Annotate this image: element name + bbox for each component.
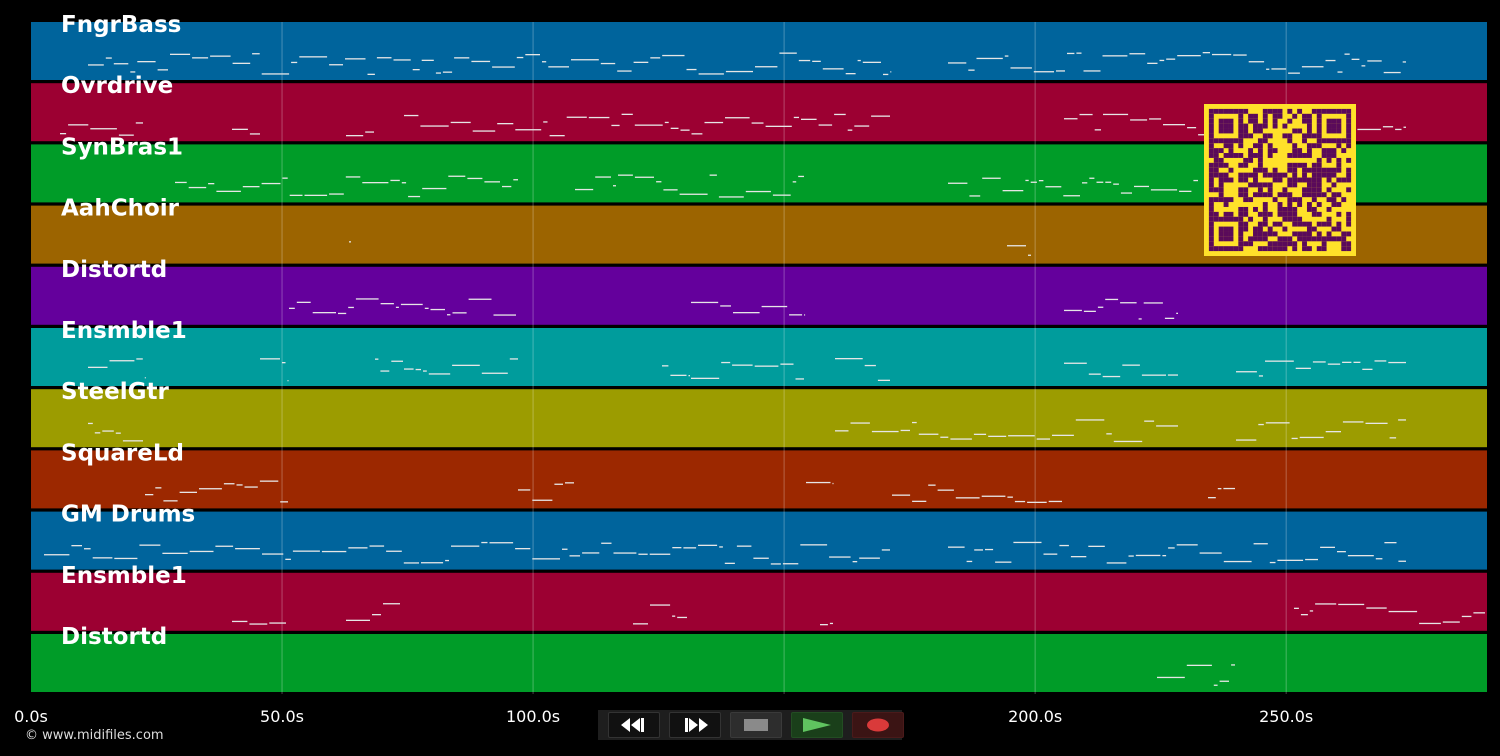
axis-tick-label: 100.0s	[506, 707, 560, 726]
track-row: Ensmble1	[31, 318, 1487, 386]
track-label: FngrBass	[61, 12, 181, 38]
track-label: AahChoir	[61, 196, 180, 222]
fast-forward-icon	[685, 718, 708, 732]
play-icon	[803, 718, 831, 732]
transport-bar	[598, 710, 904, 740]
track-band	[31, 634, 1487, 692]
copyright-text: © www.midifiles.com	[25, 728, 164, 743]
axis-tick-label: 0.0s	[14, 707, 48, 726]
track-band	[31, 389, 1487, 448]
track-label: GM Drums	[61, 502, 195, 528]
axis-tick-label: 250.0s	[1259, 707, 1313, 726]
track-label: SquareLd	[61, 440, 184, 466]
axis-tick-label: 50.0s	[260, 707, 304, 726]
track-row: Distortd	[31, 257, 1487, 325]
track-band	[31, 511, 1487, 570]
track-row: Distortd	[31, 624, 1487, 692]
track-band	[31, 266, 1487, 325]
track-label: SynBras1	[61, 134, 183, 160]
track-label: Ensmble1	[61, 563, 187, 589]
record-button[interactable]	[852, 712, 904, 738]
fast-forward-button[interactable]	[669, 712, 721, 738]
track-label: Distortd	[61, 624, 167, 650]
track-row: SteelGtr	[31, 379, 1487, 448]
track-band	[31, 22, 1487, 80]
track-label: Distortd	[61, 257, 167, 283]
track-label: Ensmble1	[61, 318, 187, 344]
track-label: Ovrdrive	[61, 73, 173, 99]
track-row: SquareLd	[31, 440, 1487, 509]
track-band	[31, 450, 1487, 509]
track-band	[31, 572, 1487, 631]
record-icon	[867, 718, 889, 732]
qr-code	[1204, 104, 1356, 256]
axis-tick-label: 200.0s	[1008, 707, 1062, 726]
track-row: FngrBass	[31, 12, 1487, 80]
track-band	[31, 328, 1487, 386]
rewind-button[interactable]	[608, 712, 660, 738]
track-row: Ensmble1	[31, 563, 1487, 631]
play-button[interactable]	[791, 712, 843, 738]
stop-button[interactable]	[730, 712, 782, 738]
stop-icon	[744, 719, 768, 731]
track-label: SteelGtr	[61, 379, 170, 405]
rewind-icon	[621, 718, 644, 732]
track-row: GM Drums	[31, 502, 1487, 570]
